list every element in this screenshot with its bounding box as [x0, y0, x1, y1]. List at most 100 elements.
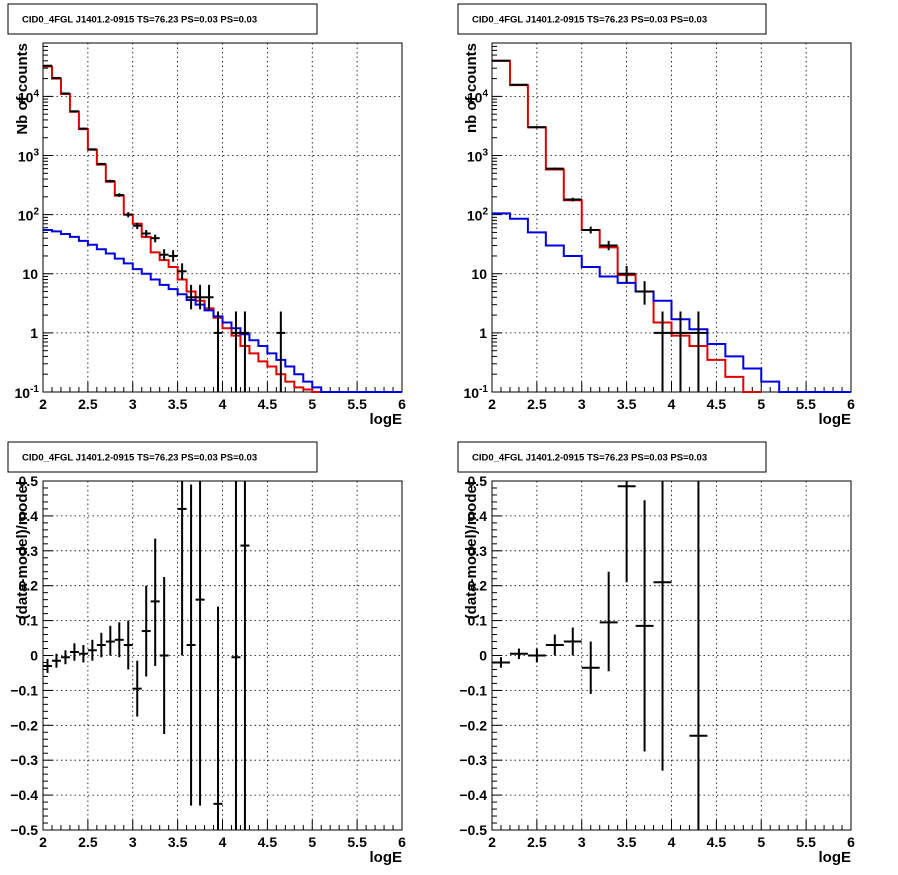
- data-point: [87, 148, 97, 151]
- x-tick-label: 5: [757, 396, 765, 412]
- series-step-line-2: [492, 212, 851, 393]
- y-tick-label: 10-1: [15, 384, 40, 401]
- x-tick-label: 3.5: [168, 396, 188, 412]
- chart-title-box: [7, 3, 318, 35]
- data-point: [105, 625, 115, 656]
- y-tick-label: −0.4: [10, 787, 38, 803]
- data-point: [186, 484, 196, 806]
- y-tick-label: 0.5: [468, 473, 488, 489]
- x-tick-label: 4: [219, 834, 227, 850]
- y-tick-label: 0: [479, 648, 487, 664]
- y-tick-label: 10: [22, 266, 38, 282]
- x-axis-label: logE: [370, 411, 403, 428]
- x-tick-label: 2: [39, 396, 47, 412]
- y-tick-label: 0.1: [19, 613, 39, 629]
- y-tick-label: −0.1: [459, 682, 487, 698]
- y-tick-label: −0.3: [459, 752, 487, 768]
- x-tick-label: 3: [578, 396, 586, 412]
- x-tick-label: 2.5: [78, 834, 98, 850]
- x-tick-label: 2: [488, 834, 496, 850]
- data-point: [159, 576, 169, 735]
- x-tick-label: 4: [668, 396, 676, 412]
- data-point: [168, 250, 178, 262]
- y-tick-label: −0.5: [10, 822, 38, 838]
- data-point: [159, 249, 169, 261]
- data-point: [213, 606, 223, 830]
- y-axis-label: nb of counts: [463, 43, 480, 133]
- data-point: [653, 481, 672, 771]
- data-point: [635, 500, 654, 752]
- data-point: [141, 585, 151, 677]
- y-tick-label: 103: [467, 148, 489, 165]
- y-tick-label: 103: [18, 148, 40, 165]
- series-step-line-1: [492, 59, 762, 393]
- y-tick-label: 104: [467, 88, 489, 105]
- data-point: [213, 311, 223, 392]
- data-point: [653, 311, 672, 392]
- chart-panel-3: CID0_4FGL J1401.2-0915 TS=76.23 PS=0.03 …: [7, 441, 406, 866]
- chart-title-box: [7, 441, 318, 473]
- plot-frame: [491, 42, 852, 393]
- data-point: [563, 627, 582, 656]
- y-tick-label: 0: [30, 648, 38, 664]
- x-tick-label: 3: [129, 396, 137, 412]
- data-point: [51, 76, 61, 79]
- y-tick-label: 0.4: [468, 508, 488, 524]
- data-point: [141, 229, 151, 238]
- data-point: [599, 240, 618, 251]
- data-point: [563, 197, 582, 202]
- data-point: [195, 481, 205, 806]
- x-tick-label: 5.5: [796, 834, 816, 850]
- data-point: [204, 284, 214, 310]
- x-tick-label: 5: [308, 396, 316, 412]
- y-tick-label: 1: [479, 325, 487, 341]
- x-tick-label: 3.5: [168, 834, 188, 850]
- x-tick-label: 3: [578, 834, 586, 850]
- data-point: [69, 110, 79, 113]
- data-point: [177, 263, 187, 280]
- x-tick-label: 6: [398, 834, 406, 850]
- chart-panel-1: CID0_4FGL J1401.2-0915 TS=76.23 PS=0.03 …: [7, 3, 406, 428]
- data-point: [509, 648, 528, 659]
- x-axis-label: logE: [370, 849, 403, 866]
- y-axis-label: Nb of counts: [14, 43, 31, 135]
- data-point: [527, 126, 546, 129]
- x-tick-label: 2.5: [527, 396, 547, 412]
- data-point: [617, 481, 636, 583]
- data-point: [671, 311, 690, 392]
- data-point: [114, 622, 124, 658]
- data-point: [78, 645, 88, 663]
- data-point: [231, 481, 241, 830]
- data-point: [186, 284, 196, 310]
- y-tick-label: −0.2: [459, 717, 487, 733]
- x-tick-label: 5.5: [796, 396, 816, 412]
- x-tick-label: 3.5: [617, 834, 637, 850]
- x-tick-label: 5: [757, 834, 765, 850]
- y-tick-label: 104: [18, 88, 40, 105]
- data-point: [492, 59, 510, 62]
- data-point: [96, 632, 106, 658]
- data-point: [581, 226, 600, 234]
- chart-title: CID0_4FGL J1401.2-0915 TS=76.23 PS=0.03 …: [472, 15, 707, 26]
- y-tick-label: −0.4: [459, 787, 487, 803]
- data-point: [78, 127, 88, 130]
- x-tick-label: 5.5: [347, 834, 367, 850]
- data-point: [545, 634, 564, 656]
- x-axis-label: logE: [819, 849, 852, 866]
- x-tick-label: 4.5: [707, 396, 727, 412]
- data-point: [60, 650, 70, 665]
- plot-frame: [42, 480, 403, 831]
- data-point: [599, 571, 618, 672]
- chart-title: CID0_4FGL J1401.2-0915 TS=76.23 PS=0.03 …: [472, 453, 707, 464]
- series-step-line-1: [43, 65, 322, 393]
- data-point: [150, 234, 160, 243]
- y-tick-label: 0.1: [468, 613, 488, 629]
- data-point: [527, 648, 546, 663]
- y-tick-label: 0.2: [19, 578, 39, 594]
- data-point: [689, 481, 708, 830]
- y-tick-label: 0.4: [19, 508, 39, 524]
- y-axis-label: (data-model)/model: [14, 481, 31, 619]
- plot-frame: [42, 42, 403, 393]
- data-point: [105, 179, 115, 183]
- y-tick-label: −0.5: [459, 822, 487, 838]
